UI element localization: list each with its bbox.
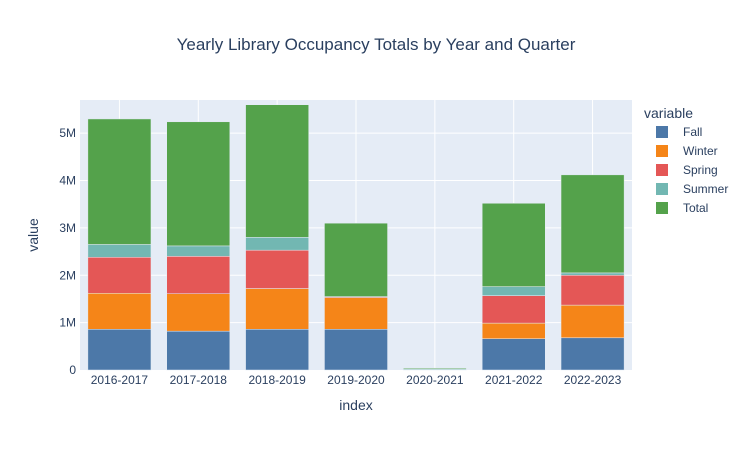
legend-label: Spring <box>683 163 718 177</box>
bar-segment <box>560 272 625 276</box>
x-axis-ticks: 2016-2017 2017-2018 2018-2019 2019-2020 2020… <box>91 373 622 387</box>
bar-segment <box>87 329 152 371</box>
bar-segment <box>403 367 467 370</box>
series-fall <box>87 329 625 371</box>
bar-segment <box>245 104 309 238</box>
legend: variable Fall Winter Spring Summer Total <box>644 105 728 215</box>
bar-segment <box>166 245 231 257</box>
legend-title: variable <box>644 105 693 121</box>
legend-swatch <box>656 202 668 214</box>
bar-segment <box>245 237 309 251</box>
y-tick-label: 5M <box>59 126 76 140</box>
bar-segment <box>87 118 152 245</box>
bar-segment <box>481 295 546 324</box>
bar-segment <box>481 338 546 371</box>
x-axis-title: index <box>339 397 372 413</box>
bars <box>87 104 625 371</box>
x-tick-label: 2021-2022 <box>485 373 543 387</box>
series-total <box>87 104 625 370</box>
y-tick-label: 3M <box>59 221 76 235</box>
legend-label: Winter <box>683 144 718 158</box>
chart-title: Yearly Library Occupancy Totals by Year … <box>177 35 576 54</box>
legend-item-winter[interactable]: Winter <box>656 144 718 158</box>
legend-swatch <box>656 164 668 176</box>
x-tick-label: 2017-2018 <box>170 373 228 387</box>
legend-swatch <box>656 183 668 195</box>
bar-segment <box>481 322 546 339</box>
series-winter <box>87 288 625 339</box>
bar-segment <box>245 288 309 330</box>
legend-label: Summer <box>683 182 728 196</box>
bar-segment <box>245 329 309 371</box>
bar-segment <box>324 297 388 330</box>
series-summer <box>87 237 625 371</box>
bar-segment <box>324 329 388 371</box>
legend-item-summer[interactable]: Summer <box>656 182 728 196</box>
legend-label: Fall <box>683 125 702 139</box>
bar-segment <box>166 121 231 247</box>
y-tick-label: 2M <box>59 268 76 282</box>
legend-item-total[interactable]: Total <box>656 201 708 215</box>
bar-segment <box>87 293 152 330</box>
series-spring <box>87 249 625 324</box>
x-tick-label: 2020-2021 <box>406 373 464 387</box>
bar-segment <box>560 275 625 306</box>
legend-label: Total <box>683 201 708 215</box>
bar-segment <box>324 222 388 297</box>
bar-segment <box>166 293 231 332</box>
legend-item-spring[interactable]: Spring <box>656 163 718 177</box>
bar-segment <box>87 257 152 294</box>
bar-segment <box>481 286 546 296</box>
x-tick-label: 2016-2017 <box>91 373 149 387</box>
x-tick-label: 2018-2019 <box>248 373 306 387</box>
bar-segment <box>560 174 625 274</box>
legend-swatch <box>656 145 668 157</box>
legend-swatch <box>656 126 668 138</box>
y-tick-label: 4M <box>59 174 76 188</box>
bar-segment <box>87 244 152 258</box>
y-tick-label: 1M <box>59 316 76 330</box>
y-tick-label: 0 <box>69 363 76 377</box>
x-tick-label: 2019-2020 <box>327 373 385 387</box>
y-axis-ticks: 0 1M 2M 3M 4M 5M <box>59 126 76 377</box>
bar-segment <box>560 337 625 371</box>
bar-segment <box>481 203 546 287</box>
bar-segment <box>560 304 625 339</box>
bar-segment <box>166 256 231 294</box>
bar-segment <box>245 249 309 289</box>
legend-item-fall[interactable]: Fall <box>656 125 702 139</box>
bar-segment <box>166 330 231 371</box>
x-tick-label: 2022-2023 <box>564 373 622 387</box>
y-axis-title: value <box>25 218 41 252</box>
